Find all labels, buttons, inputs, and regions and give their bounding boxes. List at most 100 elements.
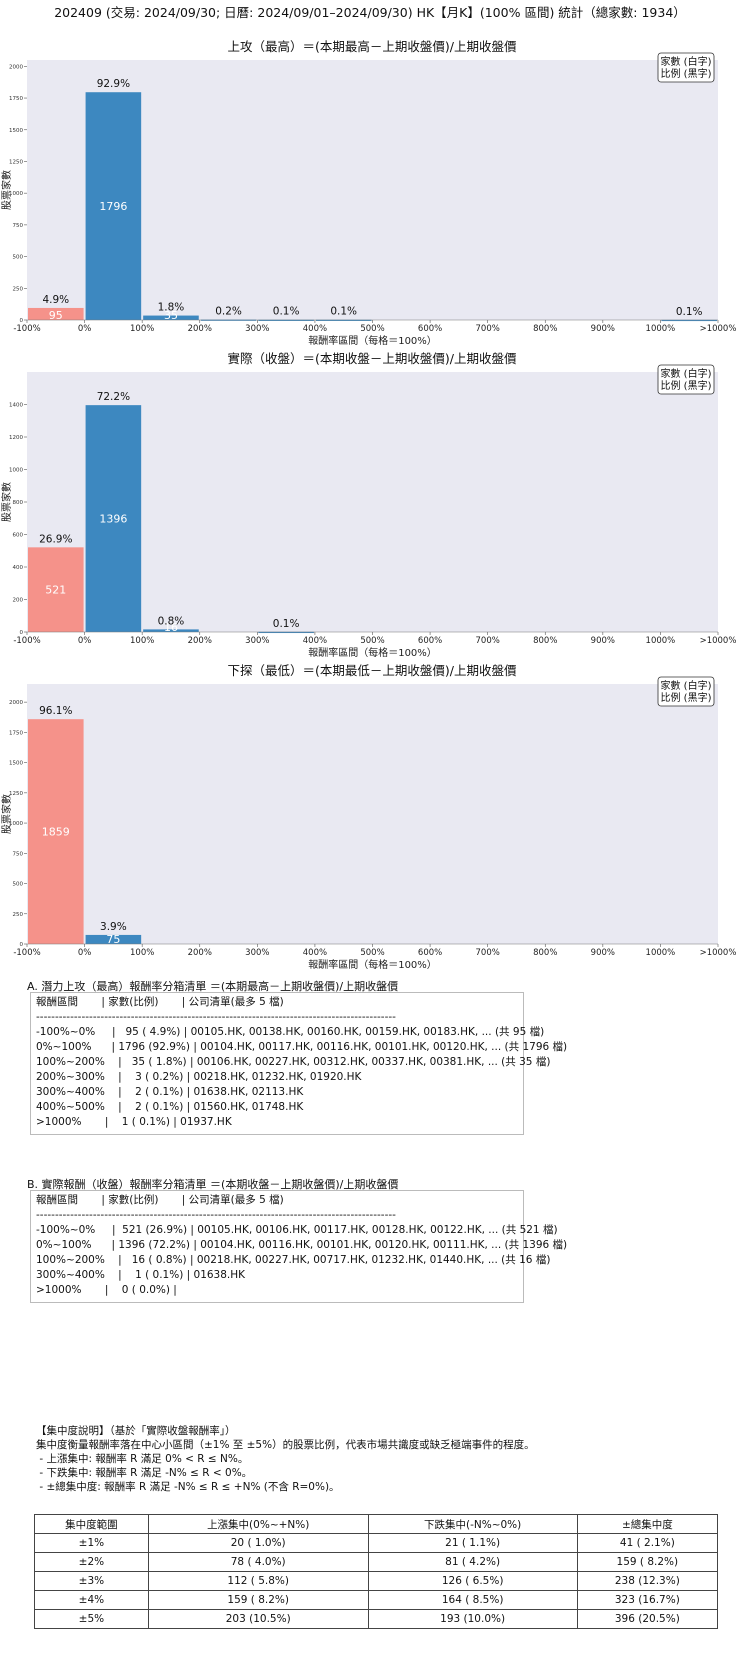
bar [143, 629, 199, 632]
bar-percent-label: 0.1% [273, 618, 300, 630]
bar-percent-label: 96.1% [39, 705, 72, 717]
concentration-table: 集中度範圍 上漲集中(0%~+N%) 下跌集中(-N%~0%) ±總集中度 ±1% 20… [34, 1514, 719, 1629]
table-header-row: 集中度範圍 上漲集中(0%~+N%) 下跌集中(-N%~0%) ±總集中度 [34, 1514, 719, 1534]
table-row: ±3% 112 ( 5.8%) 126 ( 6.5%) 238 (12.3%) [34, 1571, 719, 1591]
table-cell: ±4% [34, 1590, 149, 1610]
bar-percent-label: 26.9% [39, 533, 72, 545]
table-cell: 21 ( 1.1%) [367, 1533, 578, 1553]
bar [143, 315, 199, 320]
x-tick-label: 600% [418, 948, 442, 958]
note-line: - 上漲集中: 報酬率 R 滿足 0% < R ≤ N%。 [36, 1453, 249, 1465]
y-tick-label: 600 [13, 533, 24, 539]
y-tick-label: 1500 [9, 128, 23, 134]
bar-percent-label: 3.9% [100, 921, 127, 933]
x-tick-label: -100% [13, 324, 40, 334]
bar-percent-label: 92.9% [97, 78, 130, 90]
table-header-cell: 下跌集中(-N%~0%) [367, 1514, 578, 1534]
y-tick-label: 500 [13, 882, 24, 888]
legend-box [657, 364, 715, 395]
x-tick-label: 500% [360, 948, 384, 958]
x-tick-label: 200% [188, 948, 212, 958]
list-item: >1000% | 1 ( 0.1%) | 01937.HK [36, 1116, 232, 1128]
y-axis-label: 股票家數 [0, 482, 13, 522]
list-divider-line: ----------------------------------------… [36, 1209, 396, 1221]
x-tick-label: -100% [13, 636, 40, 646]
bar [28, 719, 84, 944]
x-tick-label: 500% [360, 324, 384, 334]
concentration-note: 【集中度說明】（基於「實際收盤報酬率」） 集中度衡量報酬率落在中心小區間（±1% … [36, 1424, 535, 1494]
list-item: 300%~400% | 1 ( 0.1%) | 01638.HK [36, 1269, 246, 1281]
y-tick-label: 250 [13, 286, 24, 292]
bar-percent-label: 72.2% [97, 391, 130, 403]
note-line: 【集中度說明】（基於「實際收盤報酬率」） [36, 1425, 236, 1437]
x-tick-label: 1000% [646, 324, 676, 334]
x-tick-label: 800% [533, 948, 557, 958]
list-item: -100%~0% | 521 (26.9%) | 00105.HK, 00106… [36, 1224, 558, 1236]
table-cell: ±3% [34, 1571, 149, 1591]
page-title: 202409 (交易: 2024/09/30; 日曆: 2024/09/01–2… [54, 5, 686, 20]
x-tick-label: 800% [533, 636, 557, 646]
y-tick-label: 1250 [9, 159, 23, 165]
x-tick-label: 100% [130, 636, 154, 646]
table-cell: 238 (12.3%) [576, 1571, 719, 1591]
list-a-box: 報酬區間 | 家數(比例) | 公司清單(最多 5 檔) ------------… [30, 992, 568, 1135]
x-tick-label: 500% [360, 636, 384, 646]
list-item: 100%~200% | 16 ( 0.8%) | 00218.HK, 00227… [36, 1254, 551, 1266]
bar-count-label: 1859 [42, 826, 70, 839]
table-cell: 78 ( 4.0%) [147, 1552, 369, 1572]
x-tick-label: -100% [13, 948, 40, 958]
table-row: ±2% 78 ( 4.0%) 81 ( 4.2%) 159 ( 8.2%) [34, 1552, 719, 1572]
y-axis-label: 股票家數 [0, 794, 13, 834]
x-tick-label: 900% [591, 948, 615, 958]
x-tick-label: 100% [130, 324, 154, 334]
y-tick-label: 1000 [9, 191, 23, 197]
x-tick-label: >1000% [700, 636, 737, 646]
chart-downside-low: 下探（最低）＝(本期最低－上期收盤價)/上期收盤價 0 250 500 750 1000 1… [0, 663, 737, 971]
bar-count-label: 75 [106, 933, 120, 946]
y-tick-label: 1250 [9, 791, 23, 797]
y-tick-label: 200 [13, 598, 24, 604]
y-tick-label: 1750 [9, 96, 23, 102]
plot-area [27, 372, 718, 632]
table-cell: ±2% [34, 1552, 149, 1572]
x-tick-label: 300% [245, 636, 269, 646]
table-cell: 396 (20.5%) [576, 1609, 719, 1629]
list-item: 0%~100% | 1796 (92.9%) | 00104.HK, 00117… [36, 1041, 568, 1053]
list-header-line: 報酬區間 | 家數(比例) | 公司清單(最多 5 檔) [36, 1194, 284, 1206]
y-axis-label: 股票家數 [0, 170, 13, 210]
y-tick-label: 0 [20, 942, 24, 948]
bar [85, 92, 142, 320]
bar-percent-label: 0.1% [273, 306, 300, 318]
note-line: - ±總集中度: 報酬率 R 滿足 -N% ≤ R ≤ +N% (不含 R=0%… [36, 1481, 340, 1493]
bar [661, 319, 717, 322]
table-cell: 20 ( 1.0%) [147, 1533, 369, 1553]
x-tick-label: 200% [188, 324, 212, 334]
x-axis-label: 報酬率區間（每格＝100%） [308, 958, 437, 971]
bar [85, 934, 142, 944]
list-item: 300%~400% | 2 ( 0.1%) | 01638.HK, 02113.… [36, 1086, 304, 1098]
legend-line-percent: 比例 (黑字) [661, 67, 712, 80]
x-tick-label: 300% [245, 948, 269, 958]
x-axis-label: 報酬率區間（每格＝100%） [308, 646, 437, 659]
table-row: ±5% 203 (10.5%) 193 (10.0%) 396 (20.5%) [34, 1609, 719, 1629]
y-tick-label: 1500 [9, 761, 23, 767]
x-tick-label: 100% [130, 948, 154, 958]
x-tick-label: 600% [418, 324, 442, 334]
table-cell: ±1% [34, 1533, 149, 1553]
bar [28, 547, 84, 632]
table-row: ±4% 159 ( 8.2%) 164 ( 8.5%) 323 (16.7%) [34, 1590, 719, 1610]
note-line: - 下跌集中: 報酬率 R 滿足 -N% ≤ R < 0%。 [36, 1467, 253, 1479]
list-item: 0%~100% | 1396 (72.2%) | 00104.HK, 00116… [36, 1239, 568, 1251]
y-tick-label: 500 [13, 255, 24, 261]
list-header-line: 報酬區間 | 家數(比例) | 公司清單(最多 5 檔) [36, 996, 284, 1008]
y-tick-label: 750 [13, 851, 24, 857]
chart-title: 實際（收盤）＝(本期收盤－上期收盤價)/上期收盤價 [228, 351, 517, 366]
bar-count-label: 1396 [99, 513, 127, 526]
legend-line-count: 家數 (白字) [661, 55, 712, 68]
y-tick-label: 0 [20, 630, 24, 636]
list-b-title: B. 實際報酬（收盤）報酬率分箱清單 ＝(本期收盤－上期收盤價)/上期收盤價 [27, 1178, 399, 1191]
x-tick-label: >1000% [700, 948, 737, 958]
bar [258, 319, 314, 321]
y-tick-label: 1000 [9, 821, 23, 827]
y-tick-label: 0 [20, 318, 24, 324]
